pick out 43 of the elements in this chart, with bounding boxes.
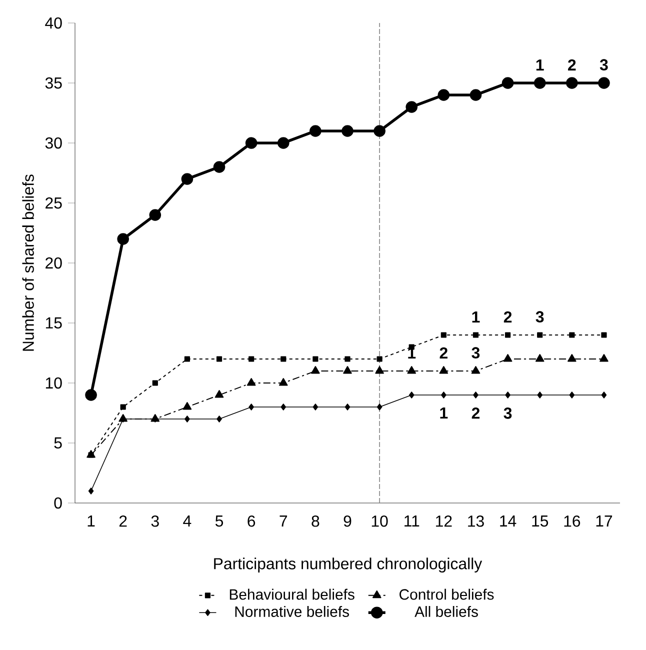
x-tick-label: 15 — [532, 516, 548, 527]
legend-label: Normative beliefs — [235, 606, 349, 617]
y-tick-label: 5 — [54, 437, 62, 449]
x-tick-label: 4 — [183, 516, 192, 526]
y-tick-label: 35 — [45, 77, 62, 89]
y-tick-label: 15 — [46, 317, 62, 329]
y-tick-label: 20 — [46, 257, 62, 269]
annotation: 3 — [600, 59, 608, 70]
x-tick-label: 6 — [248, 516, 256, 527]
x-tick-label: 16 — [564, 516, 580, 527]
annotation: 3 — [536, 311, 544, 322]
legend-label: Control beliefs — [400, 588, 494, 600]
x-tick-label: 10 — [372, 516, 388, 527]
annotation: 2 — [440, 347, 448, 358]
x-tick-label: 2 — [119, 516, 127, 527]
x-tick-label: 8 — [312, 516, 320, 527]
x-tick-label: 5 — [215, 516, 224, 527]
annotation: 1 — [440, 408, 448, 418]
y-tick-label: 10 — [46, 377, 62, 389]
y-tick-label: 0 — [54, 497, 62, 509]
annotation: 3 — [472, 347, 480, 358]
x-tick-label: 13 — [468, 516, 484, 527]
x-tick-label: 7 — [280, 516, 288, 526]
y-axis-title: Number of shared beliefs — [22, 174, 34, 351]
annotation: 1 — [536, 60, 544, 70]
x-tick-label: 11 — [404, 516, 420, 526]
annotation: 1 — [472, 312, 480, 322]
x-tick-label: 14 — [500, 516, 516, 526]
y-tick-label: 25 — [46, 197, 62, 209]
x-tick-label: 9 — [344, 516, 352, 527]
x-tick-label: 3 — [151, 516, 159, 527]
x-tick-label: 12 — [436, 516, 452, 527]
y-tick-label: 40 — [45, 17, 62, 29]
x-tick-label: 1 — [88, 516, 95, 526]
annotation: 2 — [504, 311, 512, 322]
annotation: 3 — [504, 408, 512, 419]
y-tick-label: 30 — [45, 137, 62, 149]
legend-label: Behavioural beliefs — [230, 588, 354, 600]
x-axis-title: Participants numbered chronologically — [214, 558, 482, 572]
annotation: 2 — [568, 59, 576, 70]
annotation: 2 — [472, 408, 480, 419]
legend-label: All beliefs — [414, 606, 478, 617]
x-tick-label: 17 — [596, 516, 612, 526]
